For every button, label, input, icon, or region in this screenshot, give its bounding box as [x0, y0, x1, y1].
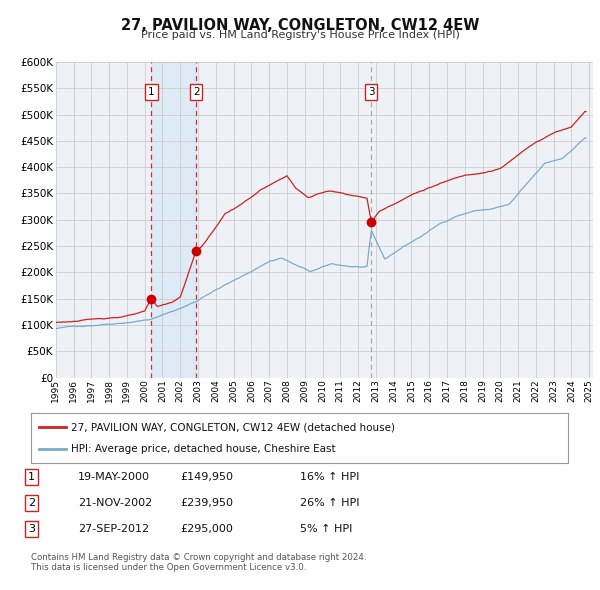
Text: 27, PAVILION WAY, CONGLETON, CW12 4EW (detached house): 27, PAVILION WAY, CONGLETON, CW12 4EW (d…	[71, 422, 395, 432]
Text: 16% ↑ HPI: 16% ↑ HPI	[300, 472, 359, 481]
Text: Price paid vs. HM Land Registry's House Price Index (HPI): Price paid vs. HM Land Registry's House …	[140, 30, 460, 40]
Text: £149,950: £149,950	[180, 472, 233, 481]
Text: 2: 2	[28, 498, 35, 507]
Text: Contains HM Land Registry data © Crown copyright and database right 2024.: Contains HM Land Registry data © Crown c…	[31, 553, 367, 562]
Text: 5% ↑ HPI: 5% ↑ HPI	[300, 524, 352, 533]
Text: 27, PAVILION WAY, CONGLETON, CW12 4EW: 27, PAVILION WAY, CONGLETON, CW12 4EW	[121, 18, 479, 32]
Bar	[151, 62, 196, 378]
Text: 3: 3	[368, 87, 374, 97]
Text: This data is licensed under the Open Government Licence v3.0.: This data is licensed under the Open Gov…	[31, 563, 307, 572]
Text: £239,950: £239,950	[180, 498, 233, 507]
Text: 1: 1	[28, 472, 35, 481]
Text: £295,000: £295,000	[180, 524, 233, 533]
Text: 2: 2	[193, 87, 199, 97]
Text: 3: 3	[28, 524, 35, 533]
Text: 26% ↑ HPI: 26% ↑ HPI	[300, 498, 359, 507]
Text: 1: 1	[148, 87, 155, 97]
Text: HPI: Average price, detached house, Cheshire East: HPI: Average price, detached house, Ches…	[71, 444, 336, 454]
Text: 19-MAY-2000: 19-MAY-2000	[78, 472, 150, 481]
Text: 27-SEP-2012: 27-SEP-2012	[78, 524, 149, 533]
Text: 21-NOV-2002: 21-NOV-2002	[78, 498, 152, 507]
